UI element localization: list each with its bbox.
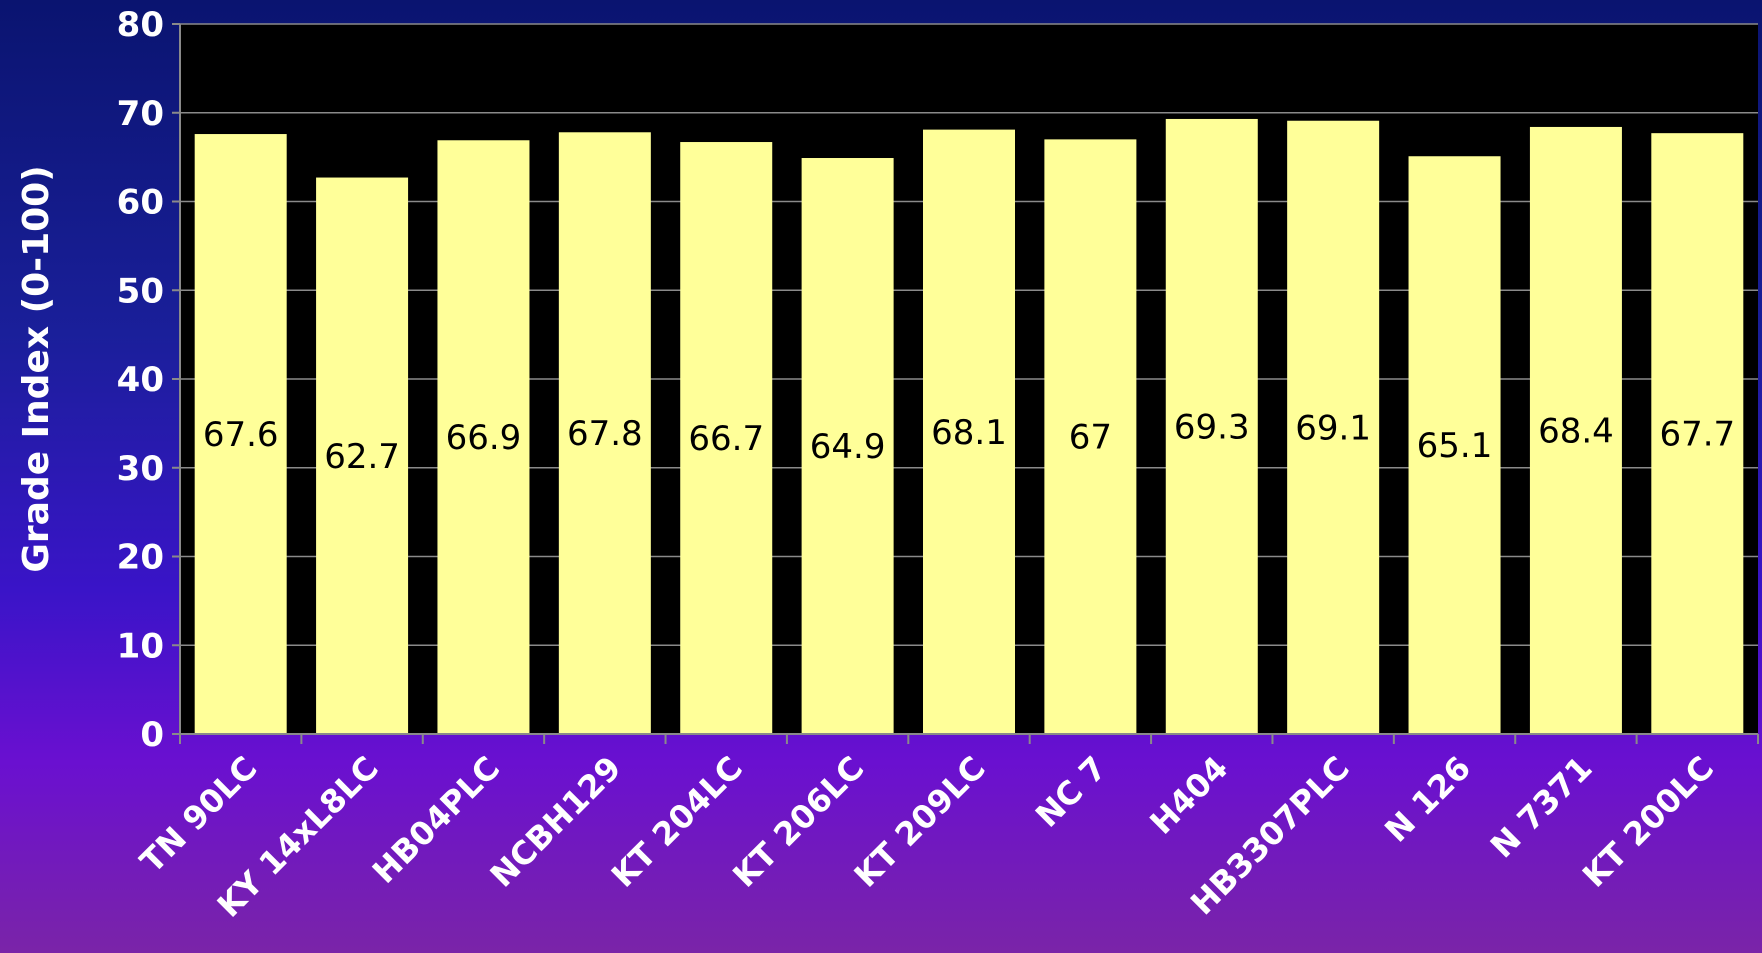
data-label: 67.8 xyxy=(567,414,643,454)
x-tick-label: KT 209LC xyxy=(847,749,993,895)
data-label: 67 xyxy=(1069,418,1112,458)
x-tick-label: N 7371 xyxy=(1483,749,1600,866)
data-label: 65.1 xyxy=(1417,426,1493,466)
x-tick-label: H404 xyxy=(1142,749,1235,842)
y-tick-label: 70 xyxy=(117,94,164,134)
data-label: 69.3 xyxy=(1174,407,1250,447)
bar-2 xyxy=(437,140,530,734)
data-label: 66.7 xyxy=(688,419,764,459)
y-tick-label: 20 xyxy=(117,538,164,578)
bar-0 xyxy=(194,134,287,735)
axes xyxy=(172,23,1759,744)
x-tick-label: KT 204LC xyxy=(604,749,750,895)
data-label: 68.1 xyxy=(931,413,1007,453)
y-tick-label: 40 xyxy=(117,360,164,400)
x-tick-label: N 126 xyxy=(1377,749,1478,850)
y-tick-label: 30 xyxy=(117,449,164,489)
y-axis-label: Grade Index (0-100) xyxy=(16,165,57,572)
bar-11 xyxy=(1529,126,1622,734)
data-label: 67.7 xyxy=(1659,415,1735,455)
data-label: 67.6 xyxy=(203,415,279,455)
data-label: 64.9 xyxy=(810,427,886,467)
bar-3 xyxy=(558,132,651,734)
bar-8 xyxy=(1165,118,1258,734)
data-label: 62.7 xyxy=(324,437,400,477)
y-tick-label: 80 xyxy=(117,5,164,45)
bar-5 xyxy=(801,158,894,734)
y-tick-labels: 0 10 20 30 40 50 60 70 80 xyxy=(117,5,164,755)
y-tick-label: 50 xyxy=(117,271,164,311)
data-labels: 67.6 62.7 66.9 67.8 66.7 64.9 68.1 67 69.3 69.1 65… xyxy=(203,407,1735,476)
y-tick-label: 10 xyxy=(117,626,164,666)
x-tick-label: NCBH129 xyxy=(483,749,629,895)
x-tick-label: TN 90LC xyxy=(133,749,265,881)
x-tick-label: NC 7 xyxy=(1028,749,1114,835)
x-tick-label: KT 206LC xyxy=(725,749,871,895)
bar-7 xyxy=(1044,139,1137,734)
bars xyxy=(194,118,1744,735)
bar-6 xyxy=(923,129,1015,735)
x-tick-label: KT 200LC xyxy=(1575,749,1721,895)
y-tick-label: 60 xyxy=(117,183,164,223)
bar-9 xyxy=(1287,120,1380,735)
data-label: 66.9 xyxy=(446,418,522,458)
data-label: 69.1 xyxy=(1295,408,1371,448)
bar-12 xyxy=(1651,133,1744,735)
y-tick-label: 0 xyxy=(140,715,164,755)
bar-10 xyxy=(1408,156,1501,735)
data-label: 68.4 xyxy=(1538,411,1614,451)
bar-1 xyxy=(316,177,409,735)
bar-4 xyxy=(680,142,773,735)
